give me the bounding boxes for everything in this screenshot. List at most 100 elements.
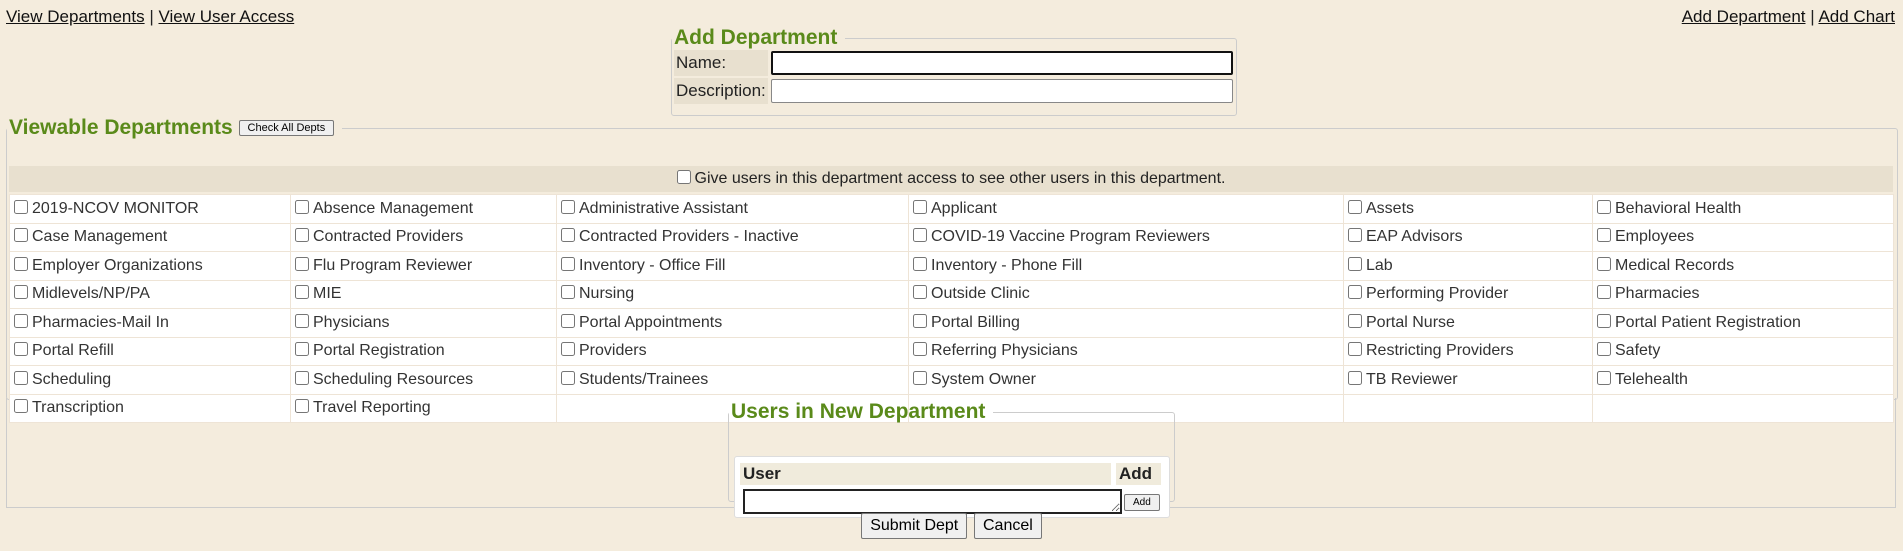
view-user-access-link[interactable]: View User Access xyxy=(158,7,295,26)
department-checkbox[interactable] xyxy=(1348,342,1362,357)
department-label: Absence Management xyxy=(313,199,474,217)
department-checkbox[interactable] xyxy=(295,256,309,271)
department-checkbox[interactable] xyxy=(1597,199,1611,214)
department-checkbox[interactable] xyxy=(295,228,309,243)
department-checkbox[interactable] xyxy=(561,199,575,214)
department-checkbox[interactable] xyxy=(913,228,927,243)
department-cell: Nursing xyxy=(556,279,909,309)
department-checkbox[interactable] xyxy=(14,370,28,385)
department-label: Pharmacies-Mail In xyxy=(32,313,169,331)
view-departments-link[interactable]: View Departments xyxy=(6,7,145,26)
department-cell: Medical Records xyxy=(1592,251,1894,281)
department-checkbox[interactable] xyxy=(295,285,309,300)
department-label: Portal Refill xyxy=(32,342,114,360)
department-checkbox[interactable] xyxy=(1597,313,1611,328)
department-checkbox[interactable] xyxy=(1348,228,1362,243)
description-input[interactable] xyxy=(770,79,1233,103)
department-checkbox[interactable] xyxy=(561,370,575,385)
department-checkbox[interactable] xyxy=(561,342,575,357)
department-checkbox[interactable] xyxy=(561,228,575,243)
department-cell: Employees xyxy=(1592,222,1894,252)
department-cell: Students/Trainees xyxy=(556,365,909,395)
department-cell: Restricting Providers xyxy=(1343,336,1593,366)
department-checkbox[interactable] xyxy=(913,342,927,357)
department-label: Contracted Providers xyxy=(313,228,464,246)
department-checkbox[interactable] xyxy=(1597,285,1611,300)
department-checkbox[interactable] xyxy=(1348,285,1362,300)
department-cell: COVID-19 Vaccine Program Reviewers xyxy=(908,222,1344,252)
access-label: Give users in this department access to … xyxy=(694,170,1226,187)
department-cell: Scheduling Resources xyxy=(290,365,557,395)
check-all-depts-button[interactable]: Check All Depts xyxy=(238,120,335,137)
department-checkbox[interactable] xyxy=(561,313,575,328)
department-label: Travel Reporting xyxy=(313,399,431,417)
department-checkbox[interactable] xyxy=(295,313,309,328)
access-checkbox[interactable] xyxy=(676,170,691,184)
name-input[interactable] xyxy=(770,51,1233,75)
department-cell: System Owner xyxy=(908,365,1344,395)
department-checkbox[interactable] xyxy=(913,285,927,300)
department-label: Transcription xyxy=(32,399,124,417)
department-checkbox[interactable] xyxy=(913,313,927,328)
viewable-departments-legend: Viewable Departments xyxy=(9,116,233,139)
department-cell: Employer Organizations xyxy=(9,251,291,281)
department-cell: Contracted Providers xyxy=(290,222,557,252)
table-row: Scheduling Scheduling Resources Students/T… xyxy=(9,365,1894,395)
add-chart-link[interactable]: Add Chart xyxy=(1818,7,1895,26)
department-label: Nursing xyxy=(579,285,635,303)
nav-right: Add Department | Add Chart xyxy=(1682,7,1895,27)
add-user-button[interactable]: Add xyxy=(1124,494,1160,511)
add-department-link[interactable]: Add Department xyxy=(1681,7,1806,26)
department-checkbox[interactable] xyxy=(1597,342,1611,357)
department-cell: Contracted Providers - Inactive xyxy=(556,222,909,252)
department-checkbox[interactable] xyxy=(1348,370,1362,385)
department-label: MIE xyxy=(313,285,342,303)
department-cell: Lab xyxy=(1343,251,1593,281)
department-checkbox[interactable] xyxy=(1597,228,1611,243)
department-label: Scheduling xyxy=(32,370,112,388)
department-checkbox[interactable] xyxy=(14,285,28,300)
user-textarea[interactable] xyxy=(743,489,1122,514)
department-checkbox[interactable] xyxy=(561,285,575,300)
department-label: Restricting Providers xyxy=(1366,342,1514,360)
department-checkbox[interactable] xyxy=(913,199,927,214)
department-checkbox[interactable] xyxy=(1597,256,1611,271)
department-checkbox[interactable] xyxy=(14,313,28,328)
table-row: Case Management Contracted Providers Contr… xyxy=(9,222,1894,252)
department-checkbox[interactable] xyxy=(14,256,28,271)
department-cell xyxy=(908,393,1344,423)
department-checkbox[interactable] xyxy=(561,256,575,271)
department-checkbox[interactable] xyxy=(295,199,309,214)
department-cell: Portal Appointments xyxy=(556,308,909,338)
department-checkbox[interactable] xyxy=(295,370,309,385)
submit-dept-button[interactable]: Submit Dept xyxy=(861,513,968,539)
department-checkbox[interactable] xyxy=(295,399,309,414)
department-checkbox[interactable] xyxy=(14,199,28,214)
add-department-legend: Add Department xyxy=(674,26,838,49)
department-checkbox[interactable] xyxy=(14,399,28,414)
department-label: Physicians xyxy=(313,313,390,331)
department-label: Safety xyxy=(1615,342,1661,360)
department-checkbox[interactable] xyxy=(913,370,927,385)
table-row: Transcription Travel Reporting xyxy=(9,393,1894,423)
cancel-button[interactable]: Cancel xyxy=(973,513,1042,539)
department-checkbox[interactable] xyxy=(1597,370,1611,385)
department-checkbox[interactable] xyxy=(295,342,309,357)
department-cell: Midlevels/NP/PA xyxy=(9,279,291,309)
department-checkbox[interactable] xyxy=(14,342,28,357)
department-checkbox[interactable] xyxy=(1348,313,1362,328)
department-cell: Telehealth xyxy=(1592,365,1894,395)
department-cell: Portal Patient Registration xyxy=(1592,308,1894,338)
department-label: Portal Billing xyxy=(931,313,1020,331)
viewable-departments-fieldset: Viewable Departments Check All Depts Giv… xyxy=(6,116,1898,423)
department-label: Providers xyxy=(579,342,647,360)
department-checkbox[interactable] xyxy=(14,228,28,243)
department-cell: TB Reviewer xyxy=(1343,365,1593,395)
department-label: 2019-NCOV MONITOR xyxy=(32,199,199,217)
users-fieldset: Users in New Department User Add Add xyxy=(728,400,1175,518)
department-checkbox[interactable] xyxy=(913,256,927,271)
department-checkbox[interactable] xyxy=(1348,256,1362,271)
department-cell: Scheduling xyxy=(9,365,291,395)
department-checkbox[interactable] xyxy=(1348,199,1362,214)
department-cell: MIE xyxy=(290,279,557,309)
